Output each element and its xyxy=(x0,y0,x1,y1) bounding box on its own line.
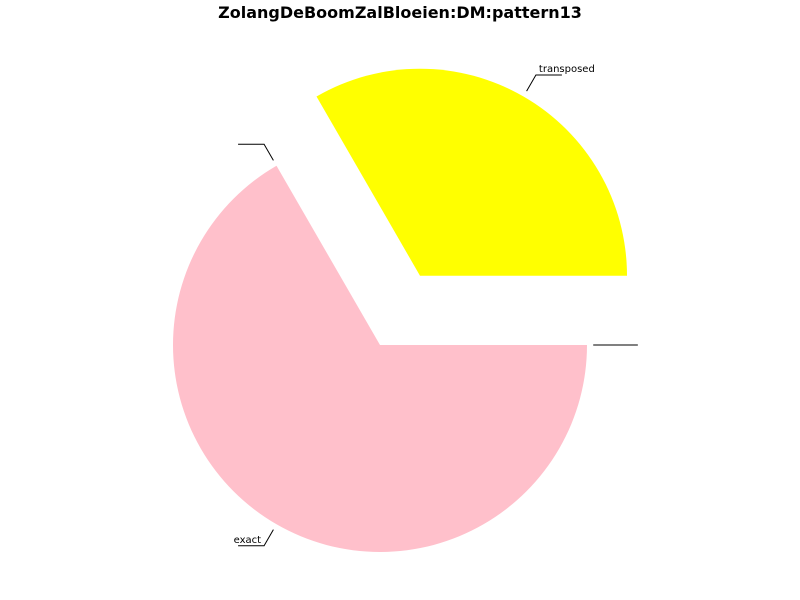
slice-label-exact: exact xyxy=(234,535,262,546)
leader-line-transposed xyxy=(526,74,562,92)
pie-slice-transposed xyxy=(316,68,627,276)
pie-slice-exact xyxy=(173,165,587,552)
chart-title: ZolangDeBoomZalBloeien:DM:pattern13 xyxy=(218,3,582,22)
leader-line-exact xyxy=(238,529,274,547)
slice-label-transposed: transposed xyxy=(539,64,595,75)
leader-line-empty-1 xyxy=(238,143,274,161)
